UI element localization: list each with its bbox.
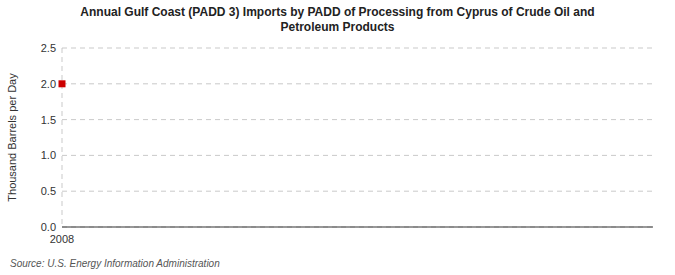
chart: Annual Gulf Coast (PADD 3) Imports by PA… [0,0,675,275]
grid-line [62,48,653,49]
grid-line [62,83,653,84]
marks [59,80,66,87]
title-line: Petroleum Products [280,20,394,34]
title: Annual Gulf Coast (PADD 3) Imports by PA… [80,5,594,34]
grid-line [62,119,653,120]
grid-line [62,48,63,227]
y-tick-label: 1.5 [41,114,56,126]
grid [62,48,653,227]
y-axis-label: Thousand Barrels per Day [6,73,18,202]
grid-line [62,227,653,228]
x-tick-label: 2008 [50,233,74,245]
y-tick-label: 0.5 [41,185,56,197]
grid-line [62,155,653,156]
x-axis-line [62,226,653,227]
y-tick-label: 1.0 [41,149,56,161]
source: Source: U.S. Energy Information Administ… [10,258,220,269]
y-tick-label: 2.5 [41,42,56,54]
grid-line [62,191,653,192]
point [59,80,66,87]
y-tick-label: 2.0 [41,78,56,90]
title-line: Annual Gulf Coast (PADD 3) Imports by PA… [80,5,594,19]
y-tick-label: 0.0 [41,221,56,233]
